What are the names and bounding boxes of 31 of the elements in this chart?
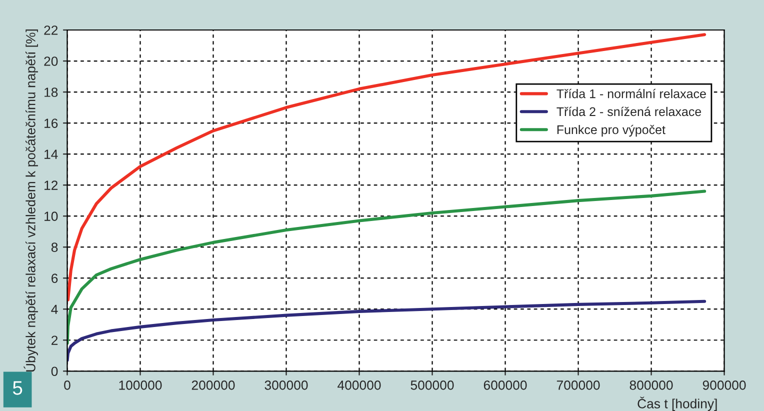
x-tick-label: 700000 — [556, 380, 600, 390]
line-series — [67, 190, 706, 345]
y-tick-label: 10 — [44, 212, 58, 221]
y-axis-title: Úbytek napětí relaxací vzhledem k počátečnímu napětí [%] — [24, 30, 38, 372]
y-tick-label: 22 — [44, 26, 58, 35]
x-tick-label: 800000 — [630, 380, 673, 390]
legend-label: Funkce pro výpočet — [557, 124, 666, 137]
x-tick-label: 500000 — [410, 380, 454, 390]
line-series — [67, 33, 706, 302]
legend-label: Třída 1 - normální relaxace — [556, 88, 706, 98]
x-tick-label: 100000 — [119, 380, 162, 390]
x-tick-label: 900000 — [702, 380, 746, 390]
x-axis-title: Čas t [hodiny] — [638, 396, 717, 411]
y-tick-label: 8 — [51, 242, 58, 252]
x-tick-label: 400000 — [338, 380, 381, 390]
y-tick-label: 16 — [44, 118, 58, 128]
y-tick-label: 2 — [52, 336, 58, 345]
x-tick-label: 0 — [64, 380, 70, 390]
x-tick-label: 600000 — [484, 380, 527, 390]
y-tick-label: 14 — [44, 150, 58, 159]
y-tick-label: 20 — [44, 56, 58, 66]
x-tick-label: 300000 — [264, 380, 308, 390]
y-tick-label: 18 — [44, 88, 58, 97]
legend-label: Třída 2 - snížená relaxace — [556, 106, 702, 116]
y-tick-label: 6 — [52, 274, 58, 284]
y-tick-label: 12 — [44, 180, 58, 190]
y-tick-label: 0 — [51, 366, 58, 376]
x-tick-label: 200000 — [192, 380, 235, 390]
text: 5 — [12, 381, 22, 395]
line-series — [67, 300, 706, 362]
y-tick-label: 4 — [51, 304, 58, 314]
